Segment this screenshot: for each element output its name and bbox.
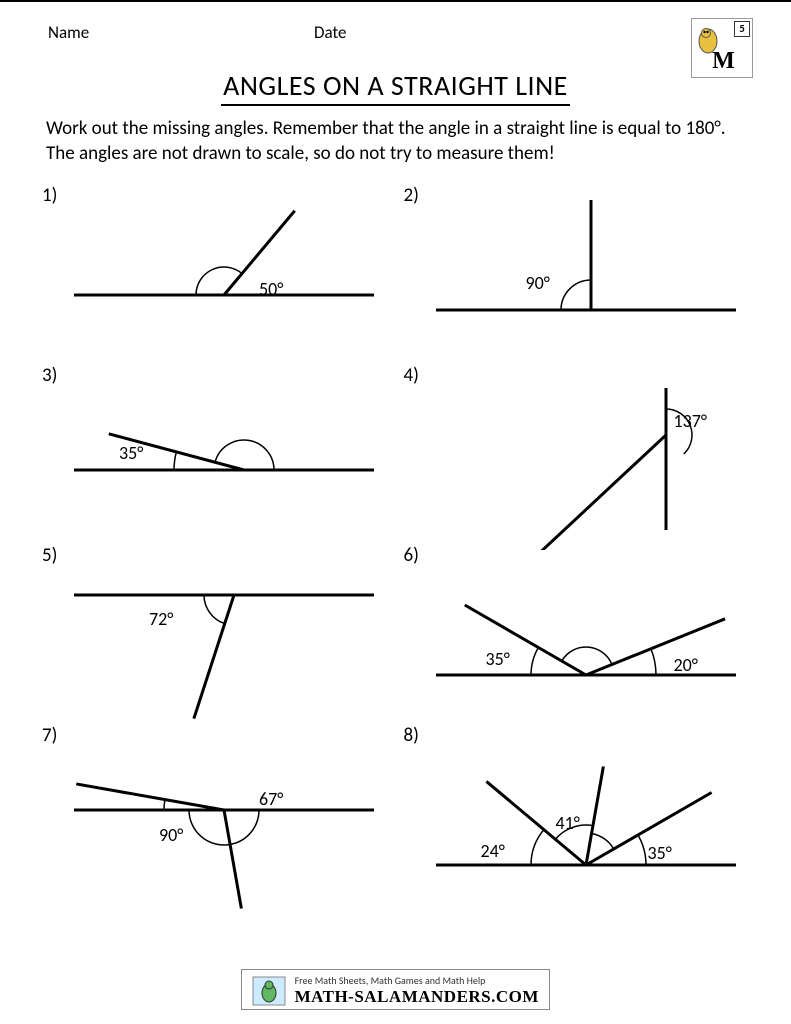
problem-number: 7) [42, 724, 57, 747]
problem-cell: 4) 137° [396, 360, 758, 540]
problem-number: 5) [42, 544, 57, 567]
page-title: ANGLES ON A STRAIGHT LINE [34, 68, 757, 103]
angle-diagram: 24° 41° 35° [426, 740, 736, 900]
angle-label: 35° [648, 842, 672, 864]
problem-cell: 3) 35° [34, 360, 396, 540]
angle-diagram: 50° [64, 200, 374, 360]
angle-label: 20° [674, 654, 698, 676]
problem-cell: 1) 50° [34, 180, 396, 360]
angle-label: 90° [526, 272, 550, 294]
problem-number: 4) [404, 364, 419, 387]
angle-label: 24° [481, 840, 505, 862]
brand-logo: 5 M [691, 18, 753, 78]
angle-diagram: 35° [64, 380, 374, 540]
angle-diagram: 90° [426, 200, 736, 360]
problem-cell: 5) 72° [34, 540, 396, 720]
problem-number: 1) [42, 184, 57, 207]
angle-diagram: 137° [426, 380, 736, 540]
angle-label: 72° [149, 608, 173, 630]
angle-diagram: 35° 20° [426, 560, 736, 720]
problem-number: 8) [404, 724, 419, 747]
problem-number: 3) [42, 364, 57, 387]
angle-label: 67° [259, 788, 283, 810]
problem-cell: 2) 90° [396, 180, 758, 360]
footer-domain: MATH-SALAMANDERS.COM [295, 987, 539, 1006]
date-label: Date [314, 22, 346, 43]
angle-label: 50° [259, 278, 283, 300]
problem-number: 6) [404, 544, 419, 567]
footer-box: Free Math Sheets, Math Games and Math He… [241, 969, 550, 1010]
angle-label: 137° [674, 410, 707, 432]
instructions-text: Work out the missing angles. Remember th… [46, 117, 751, 166]
problem-cell: 7) 67° 90° [34, 720, 396, 900]
problems-grid: 1) 50° 2) 90° 3) 35° 4) 137° 5) 72° 6) 35° 20° 7) 67° 9… [34, 180, 757, 900]
footer: Free Math Sheets, Math Games and Math He… [0, 969, 791, 1010]
angle-label: 41° [556, 812, 580, 834]
angle-label: 35° [486, 648, 510, 670]
footer-tagline: Free Math Sheets, Math Games and Math He… [295, 974, 486, 987]
name-label: Name [48, 22, 89, 43]
problem-number: 2) [404, 184, 419, 207]
angle-label: 35° [119, 442, 143, 464]
angle-diagram: 67° 90° [64, 740, 374, 900]
angle-label: 90° [159, 824, 183, 846]
header: Name Date 5 M [34, 22, 757, 52]
worksheet-page: Name Date 5 M ANGLES ON A STRAIGHT LINE … [0, 0, 791, 1024]
problem-cell: 6) 35° 20° [396, 540, 758, 720]
angle-diagram: 72° [64, 560, 374, 720]
logo-text-icon: M [692, 48, 752, 75]
problem-cell: 8) 24° 41° 35° [396, 720, 758, 900]
